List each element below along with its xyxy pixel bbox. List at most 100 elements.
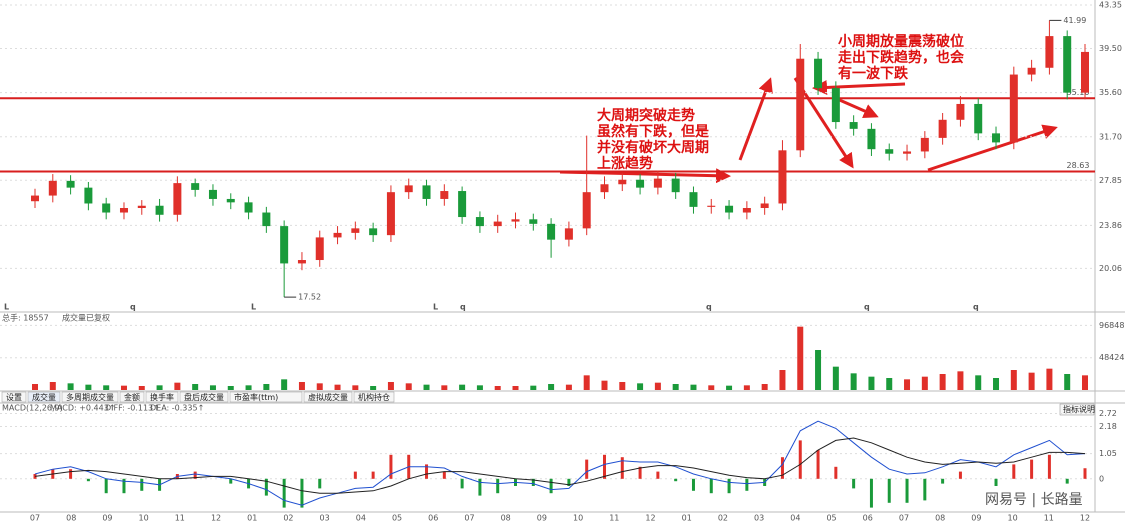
candle-body: [742, 208, 751, 213]
toolbar-button[interactable]: [1, 391, 27, 403]
hline-label: 28.63: [1067, 161, 1090, 170]
toolbar-label[interactable]: 盘后成交量: [184, 392, 224, 402]
toolbar-label[interactable]: 成交量: [32, 392, 56, 402]
y-tick-label: 0: [1099, 474, 1104, 483]
x-tick-label: 10: [1007, 514, 1017, 523]
toolbar-button[interactable]: [229, 391, 303, 403]
candle-body: [671, 178, 680, 193]
candle-body: [493, 221, 502, 227]
toolbar-button[interactable]: [61, 391, 119, 403]
toolbar-button[interactable]: [27, 391, 61, 403]
x-tick-label: 03: [320, 514, 330, 523]
volume-bar: [103, 385, 110, 390]
toolbar-button[interactable]: [353, 391, 395, 403]
toolbar-button[interactable]: [179, 391, 229, 403]
candle-body: [84, 187, 93, 204]
macd-legend: MACD(12,26,9): [2, 404, 63, 413]
volume-bar: [868, 376, 875, 390]
toolbar-label[interactable]: 虚拟成交量: [308, 392, 348, 402]
volume-bar: [601, 380, 608, 390]
volume-bar: [192, 384, 199, 390]
x-tick-label: 07: [899, 514, 909, 523]
volume-bar: [67, 383, 74, 390]
macd-diff-line: [34, 420, 1086, 506]
candle-body: [351, 228, 360, 233]
min-label: 17.52: [298, 293, 321, 302]
toolbar-button[interactable]: [303, 391, 353, 403]
candle-body: [422, 185, 431, 199]
y-tick-label: 39.50: [1099, 44, 1122, 53]
volume-bar: [352, 385, 359, 390]
candle-body: [778, 150, 787, 204]
x-tick-label: 11: [609, 514, 619, 523]
x-tick-label: 07: [30, 514, 40, 523]
toolbar-button[interactable]: [119, 391, 145, 403]
volume-bar: [619, 382, 626, 390]
toolbar-label[interactable]: 多周期成交量: [66, 392, 114, 402]
indicator-button[interactable]: [1059, 403, 1095, 416]
candle-body: [226, 198, 235, 203]
macd-legend: DIFF: -0.113↑: [105, 404, 160, 413]
x-tick-label: 12: [1080, 514, 1090, 523]
volume-bar: [654, 382, 661, 390]
toolbar-label[interactable]: 金额: [124, 392, 140, 402]
volume-bar: [298, 382, 305, 390]
candle-body: [600, 184, 609, 193]
arrow: [834, 96, 879, 119]
candle-body: [831, 88, 840, 123]
volume-bar: [637, 383, 644, 390]
volume-bar: [209, 385, 216, 390]
volume-bar: [138, 386, 145, 390]
x-tick-label: 09: [537, 514, 547, 523]
event-marker: q: [706, 303, 712, 312]
macd-legend: MACD: +0.443↑: [50, 404, 116, 413]
volume-bar: [120, 385, 127, 390]
volume-bar: [993, 378, 1000, 390]
event-marker: q: [460, 303, 466, 312]
x-tick-label: 01: [247, 514, 257, 523]
candle-body: [440, 191, 449, 199]
x-tick-label: 03: [754, 514, 764, 523]
candle-body: [262, 212, 271, 227]
toolbar-label[interactable]: 设置: [6, 392, 22, 402]
toolbar-label[interactable]: 机构持仓: [358, 392, 390, 402]
candle-body: [119, 208, 128, 213]
volume-bar: [904, 379, 911, 390]
volume-bar: [1046, 368, 1053, 390]
volume-bar: [281, 379, 288, 390]
y-tick-label: 35.60: [1099, 88, 1122, 97]
volume-bar: [743, 385, 750, 390]
arrow: [812, 79, 906, 95]
x-tick-label: 08: [935, 514, 945, 523]
candle-body: [511, 219, 520, 222]
arrow: [738, 77, 773, 161]
volume-bar: [921, 376, 928, 390]
volume-bar: [1082, 375, 1088, 390]
volume-bar: [761, 384, 768, 390]
volume-bar: [530, 385, 537, 390]
toolbar-button[interactable]: [145, 391, 179, 403]
volume-bar: [565, 384, 572, 390]
x-tick-label: 12: [211, 514, 221, 523]
candle-body: [689, 192, 698, 207]
y-tick-label: 27.85: [1099, 176, 1122, 185]
toolbar-label[interactable]: 换手率: [150, 392, 174, 402]
macd-dea-line: [34, 437, 1086, 494]
candle-body: [885, 149, 894, 154]
x-tick-label: 10: [573, 514, 583, 523]
candle-body: [173, 183, 182, 215]
annotation: 大周期突破走势: [597, 107, 695, 124]
x-tick-label: 12: [645, 514, 655, 523]
candle-body: [582, 192, 591, 229]
event-marker: q: [973, 303, 979, 312]
toolbar-label[interactable]: 市盈率(ttm): [234, 392, 278, 402]
y-tick-label: 96848: [1099, 321, 1124, 330]
volume-bar: [832, 366, 839, 390]
x-tick-label: 01: [682, 514, 692, 523]
annotation: 走出下跌趋势，也会: [838, 49, 965, 66]
indicator-button-label[interactable]: 指标说明: [1063, 404, 1095, 414]
x-tick-label: 08: [501, 514, 511, 523]
annotation: 有一波下跌: [838, 65, 909, 82]
